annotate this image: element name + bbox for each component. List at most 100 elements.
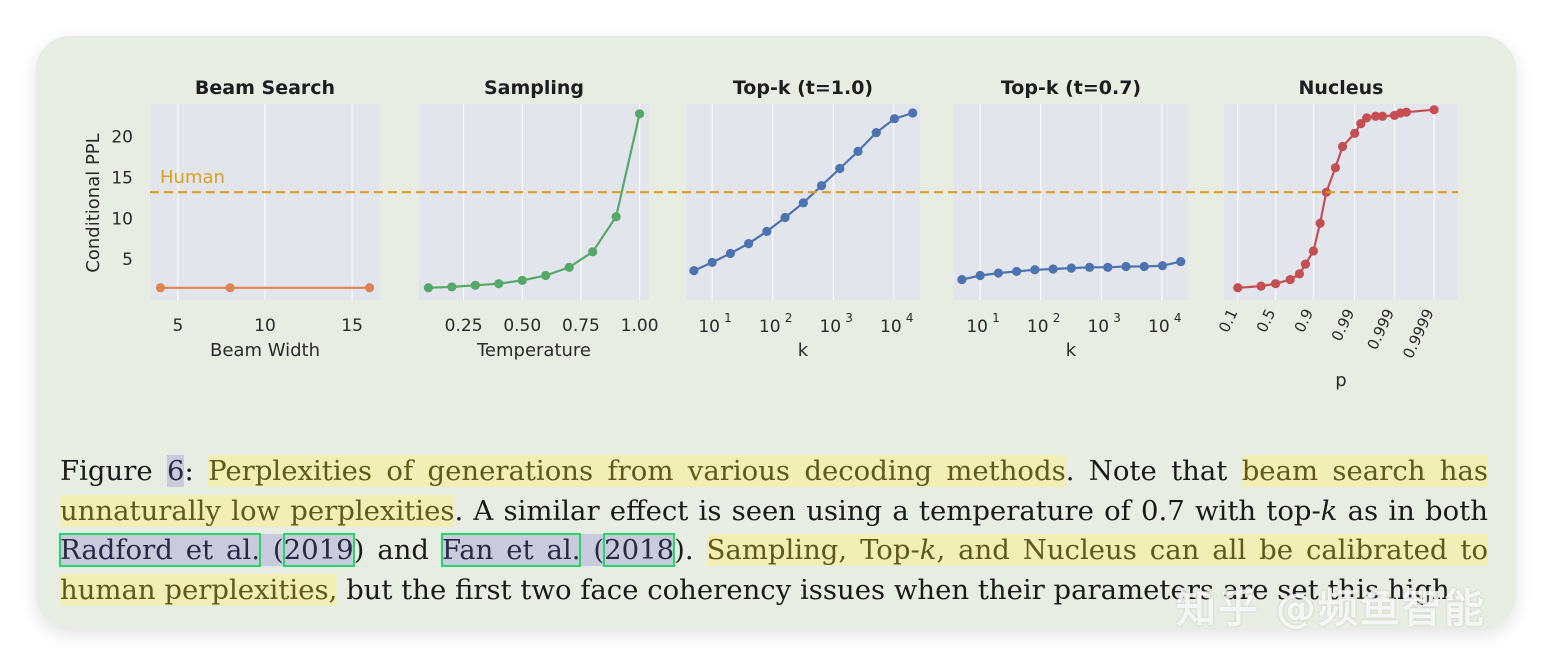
data-point [1139, 261, 1149, 272]
x-tick-exponent: 1 [724, 311, 732, 325]
data-point [816, 181, 827, 191]
data-point [1285, 274, 1295, 285]
data-point [780, 212, 790, 223]
data-point [1066, 263, 1076, 273]
x-tick-exponent: 2 [785, 311, 793, 325]
data-point [1103, 262, 1113, 272]
data-point [1030, 265, 1040, 275]
data-point [447, 282, 457, 292]
data-point [975, 270, 985, 281]
chart-title: Top-k (t=0.7) [1001, 77, 1141, 99]
y-tick-label: 15 [111, 169, 133, 189]
data-point [1233, 283, 1243, 293]
data-point [1048, 264, 1058, 274]
citation-radford-year[interactable]: 2019 [282, 533, 355, 567]
x-tick-label: 10 [1148, 317, 1170, 337]
x-tick-label: 10 [819, 317, 841, 337]
x-tick-exponent: 3 [1113, 311, 1121, 325]
data-point [470, 280, 480, 290]
panel-2: Sampling Temperature 0.25 0.50 0.75 1.00 [419, 77, 659, 361]
data-point [225, 283, 235, 293]
citation-fan[interactable]: Fan et al. [440, 533, 582, 567]
watermark: 知乎 @频鱼智能 [1176, 586, 1486, 632]
data-point [1370, 111, 1381, 121]
chart-title: Nucleus [1299, 77, 1384, 99]
data-point [1294, 269, 1305, 279]
citation-fan-year[interactable]: 2018 [603, 533, 676, 567]
data-point [1157, 261, 1168, 271]
data-point [155, 283, 166, 293]
x-tick-label: 0.1 [1215, 306, 1241, 335]
chart-title: Top-k (t=1.0) [733, 77, 873, 99]
data-point [1308, 246, 1319, 256]
y-tick-label: 5 [122, 250, 133, 270]
data-point [423, 283, 433, 293]
data-point [993, 268, 1003, 278]
data-point [762, 226, 772, 236]
x-tick-label: 10 [254, 316, 276, 336]
data-point [1356, 119, 1366, 129]
data-point [871, 127, 881, 138]
x-tick-label: 0.25 [445, 316, 483, 336]
plot-area [419, 104, 649, 300]
y-tick-label: 10 [111, 209, 133, 229]
panel-3: Top-k (t=1.0) k 10 1 10 2 10 3 10 4 [686, 77, 920, 361]
x-axis-label: k [798, 340, 809, 361]
panel-5: Nucleus p 0.1 0.5 0.9 0.99 0.999 0.9999 [1215, 77, 1458, 391]
x-tick-label: 10 [880, 317, 902, 337]
data-point [494, 279, 504, 289]
x-tick-label: 1.00 [621, 316, 659, 336]
series-line [428, 113, 641, 289]
data-point [1084, 262, 1095, 272]
data-point [1362, 113, 1372, 123]
x-axis-label: Temperature [476, 340, 591, 361]
data-point [798, 198, 808, 208]
data-point [1429, 105, 1439, 115]
data-point [1350, 128, 1360, 138]
data-point [1256, 281, 1266, 291]
x-tick-label: 10 [759, 317, 781, 337]
data-point [957, 274, 967, 285]
data-point [1315, 218, 1325, 228]
y-axis-label: Conditional PPL [83, 133, 104, 272]
data-point [1337, 141, 1348, 152]
x-axis-label: Beam Width [210, 340, 320, 361]
panel-1: Beam Search Beam Width 5 10 15 5 10 15 20 [111, 77, 380, 361]
x-tick-label: 0.9999 [1399, 306, 1438, 361]
x-tick-label: 10 [1087, 317, 1109, 337]
x-tick-label: 0.50 [503, 316, 541, 336]
chart-title: Beam Search [195, 77, 335, 99]
data-point [1330, 163, 1341, 173]
x-tick-label: 10 [698, 317, 720, 337]
y-tick-label: 20 [111, 128, 133, 148]
x-tick-exponent: 4 [906, 311, 914, 325]
data-point [908, 108, 918, 118]
data-point [1377, 111, 1388, 121]
highlight-calibrated-a: Sampling, Top- [706, 534, 920, 566]
data-point [588, 247, 598, 257]
chart-title: Sampling [484, 77, 584, 99]
data-point [1176, 257, 1186, 267]
data-point [635, 109, 645, 119]
x-tick-label: 5 [172, 316, 183, 336]
data-point [1121, 261, 1131, 272]
data-point [835, 163, 845, 174]
x-tick-label: 0.99 [1328, 306, 1358, 344]
x-tick-exponent: 3 [845, 311, 853, 325]
data-point [541, 270, 551, 281]
x-tick-label: 0.999 [1364, 306, 1398, 353]
data-point [364, 283, 375, 293]
highlight-perplexities: Perplexities of generations from various… [208, 455, 1066, 487]
data-point [689, 266, 699, 276]
x-axis-label: k [1066, 340, 1077, 361]
data-point [707, 257, 717, 268]
citation-radford[interactable]: Radford et al. [59, 533, 261, 567]
x-tick-exponent: 1 [992, 311, 1000, 325]
figure-caption: Figure 6: Perplexities of generations fr… [59, 455, 1489, 606]
data-point [1271, 279, 1281, 289]
figure-label: Figure [60, 455, 167, 487]
plot-area [1224, 104, 1458, 300]
panel-4: Top-k (t=0.7) k 10 1 10 2 10 3 10 4 [954, 77, 1188, 361]
figure-number-link[interactable]: 6 [166, 455, 185, 487]
